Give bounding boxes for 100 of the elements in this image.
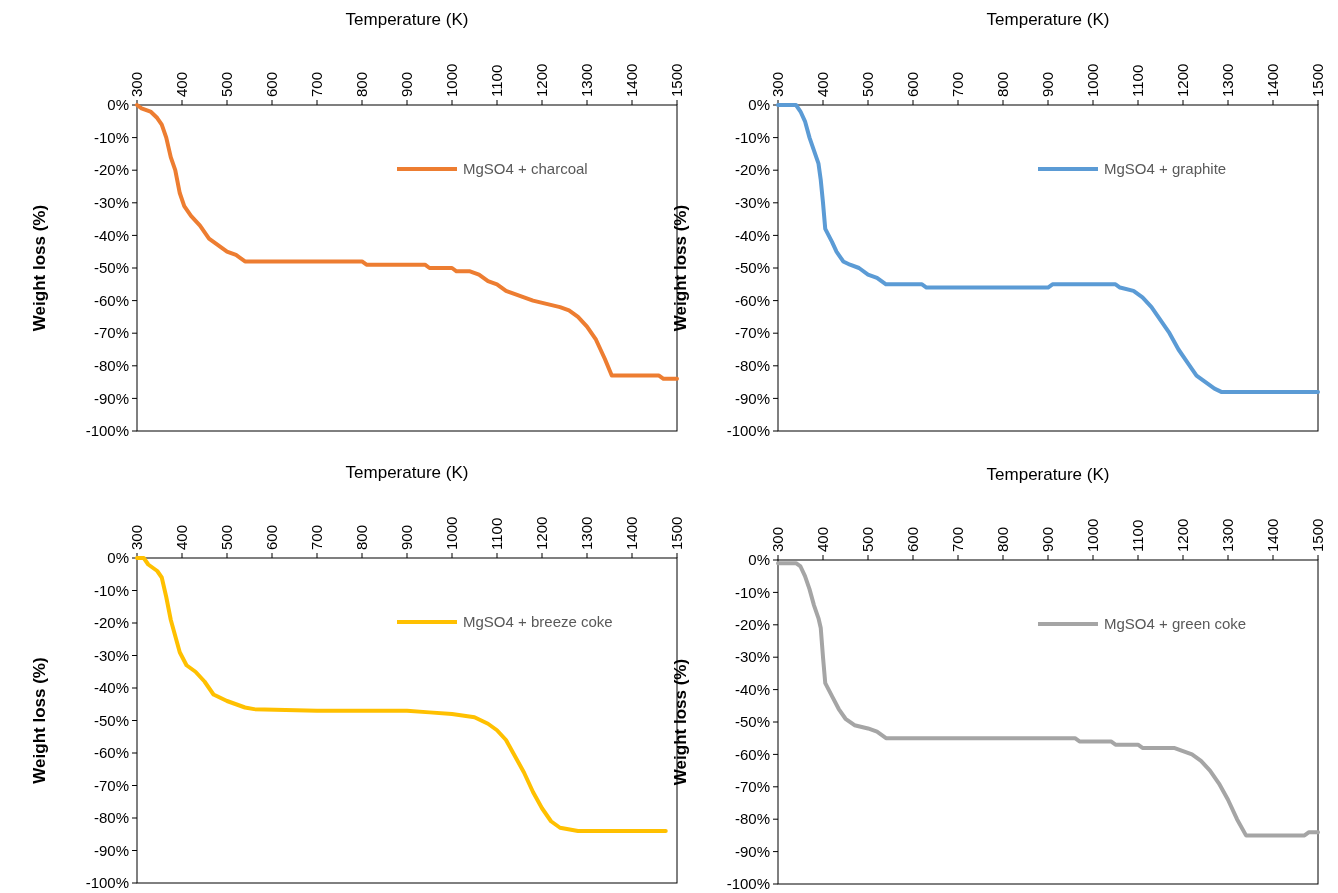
y-tick-label: -70%	[93, 776, 129, 794]
y-tick-label: -10%	[734, 128, 770, 146]
x-tick-label: 1500	[668, 516, 685, 550]
x-tick-label: 800	[353, 524, 370, 550]
x-tick-label: 700	[308, 524, 325, 550]
y-tick-label: -10%	[93, 581, 129, 599]
y-tick-label: -60%	[93, 744, 129, 762]
y-tick-label: -60%	[93, 291, 129, 309]
y-tick-label: -90%	[734, 842, 770, 860]
y-tick-label: -50%	[93, 711, 129, 729]
y-tick-label: -30%	[734, 648, 770, 666]
y-tick-label: -100%	[726, 875, 770, 893]
y-tick-label: -70%	[734, 324, 770, 342]
y-tick-label: -20%	[734, 161, 770, 179]
x-tick-label: 1300	[578, 63, 595, 97]
y-tick-label: -80%	[734, 810, 770, 828]
x-tick-label: 400	[173, 71, 190, 97]
x-tick-label: 1100	[488, 64, 505, 97]
x-tick-label: 1500	[1309, 63, 1326, 97]
y-axis-title: Weight loss (%)	[671, 658, 690, 786]
x-tick-label: 500	[859, 71, 876, 97]
y-tick-label: -80%	[93, 357, 129, 375]
y-tick-label: -10%	[93, 128, 129, 146]
x-tick-label: 300	[128, 71, 145, 97]
x-tick-label: 600	[904, 526, 921, 552]
y-tick-label: -40%	[93, 226, 129, 244]
y-tick-label: -60%	[734, 291, 770, 309]
legend-label: MgSO4 + charcoal	[463, 160, 588, 178]
x-tick-label: 500	[859, 526, 876, 552]
x-tick-label: 1000	[443, 516, 460, 550]
y-tick-label: -100%	[726, 422, 770, 440]
y-axis-title: Weight loss (%)	[30, 657, 49, 784]
x-tick-label: 1200	[533, 63, 550, 97]
y-tick-label: -70%	[93, 324, 129, 342]
y-tick-label: -90%	[93, 389, 129, 407]
y-tick-label: -70%	[734, 778, 770, 796]
x-tick-label: 800	[994, 71, 1011, 97]
y-tick-label: -50%	[93, 259, 129, 277]
legend-label: MgSO4 + breeze coke	[463, 613, 613, 631]
x-tick-label: 1000	[1084, 518, 1101, 552]
x-tick-label: 1400	[1264, 518, 1281, 552]
y-tick-label: -10%	[734, 583, 770, 601]
x-tick-label: 600	[904, 71, 921, 97]
x-tick-label: 1000	[1084, 63, 1101, 97]
x-tick-label: 900	[1039, 526, 1056, 552]
x-tick-label: 400	[814, 526, 831, 552]
y-tick-label: -40%	[93, 679, 129, 697]
x-tick-label: 700	[949, 526, 966, 552]
y-tick-label: -90%	[734, 389, 770, 407]
y-tick-label: -30%	[93, 646, 129, 664]
y-tick-label: -100%	[85, 874, 129, 892]
x-tick-label: 1100	[488, 517, 505, 550]
x-tick-label: 800	[353, 71, 370, 97]
x-tick-label: 1100	[1129, 64, 1146, 97]
y-tick-label: -30%	[93, 194, 129, 212]
y-tick-label: -30%	[734, 194, 770, 212]
y-tick-label: -60%	[734, 745, 770, 763]
y-tick-label: -40%	[734, 226, 770, 244]
x-tick-label: 300	[769, 71, 786, 97]
y-axis-title: Weight loss (%)	[30, 204, 49, 332]
x-tick-label: 1400	[623, 63, 640, 97]
x-tick-label: 1400	[1264, 63, 1281, 97]
x-tick-label: 300	[769, 526, 786, 552]
y-tick-label: 0%	[107, 549, 129, 567]
y-tick-label: -20%	[93, 161, 129, 179]
x-axis-title: Temperature (K)	[345, 463, 469, 482]
x-tick-label: 1100	[1129, 519, 1146, 552]
x-axis-title: Temperature (K)	[986, 465, 1110, 484]
x-tick-label: 600	[263, 524, 280, 550]
x-tick-label: 1200	[1174, 63, 1191, 97]
y-tick-label: 0%	[748, 551, 770, 569]
legend-label: MgSO4 + graphite	[1104, 160, 1227, 178]
x-axis-title: Temperature (K)	[986, 10, 1110, 29]
x-tick-label: 1200	[533, 516, 550, 550]
y-tick-label: -40%	[734, 680, 770, 698]
y-tick-label: -80%	[734, 357, 770, 375]
x-tick-label: 600	[263, 71, 280, 97]
x-tick-label: 1500	[668, 63, 685, 97]
y-tick-label: 0%	[748, 96, 770, 114]
x-tick-label: 700	[949, 71, 966, 97]
y-tick-label: -20%	[93, 614, 129, 632]
x-tick-label: 400	[814, 71, 831, 97]
y-tick-label: -90%	[93, 841, 129, 859]
x-tick-label: 900	[398, 71, 415, 97]
y-tick-label: -20%	[734, 616, 770, 634]
x-tick-label: 1400	[623, 516, 640, 550]
x-tick-label: 400	[173, 524, 190, 550]
x-tick-label: 700	[308, 71, 325, 97]
y-axis-title: Weight loss (%)	[671, 204, 690, 332]
x-axis-title: Temperature (K)	[345, 10, 469, 29]
x-tick-label: 1300	[578, 516, 595, 550]
x-tick-label: 1500	[1309, 518, 1326, 552]
y-tick-label: -50%	[734, 259, 770, 277]
x-tick-label: 1000	[443, 63, 460, 97]
y-tick-label: -50%	[734, 713, 770, 731]
y-tick-label: -100%	[85, 422, 129, 440]
x-tick-label: 300	[128, 524, 145, 550]
line-series	[776, 561, 1320, 838]
y-tick-label: -80%	[93, 809, 129, 827]
x-tick-label: 500	[218, 524, 235, 550]
